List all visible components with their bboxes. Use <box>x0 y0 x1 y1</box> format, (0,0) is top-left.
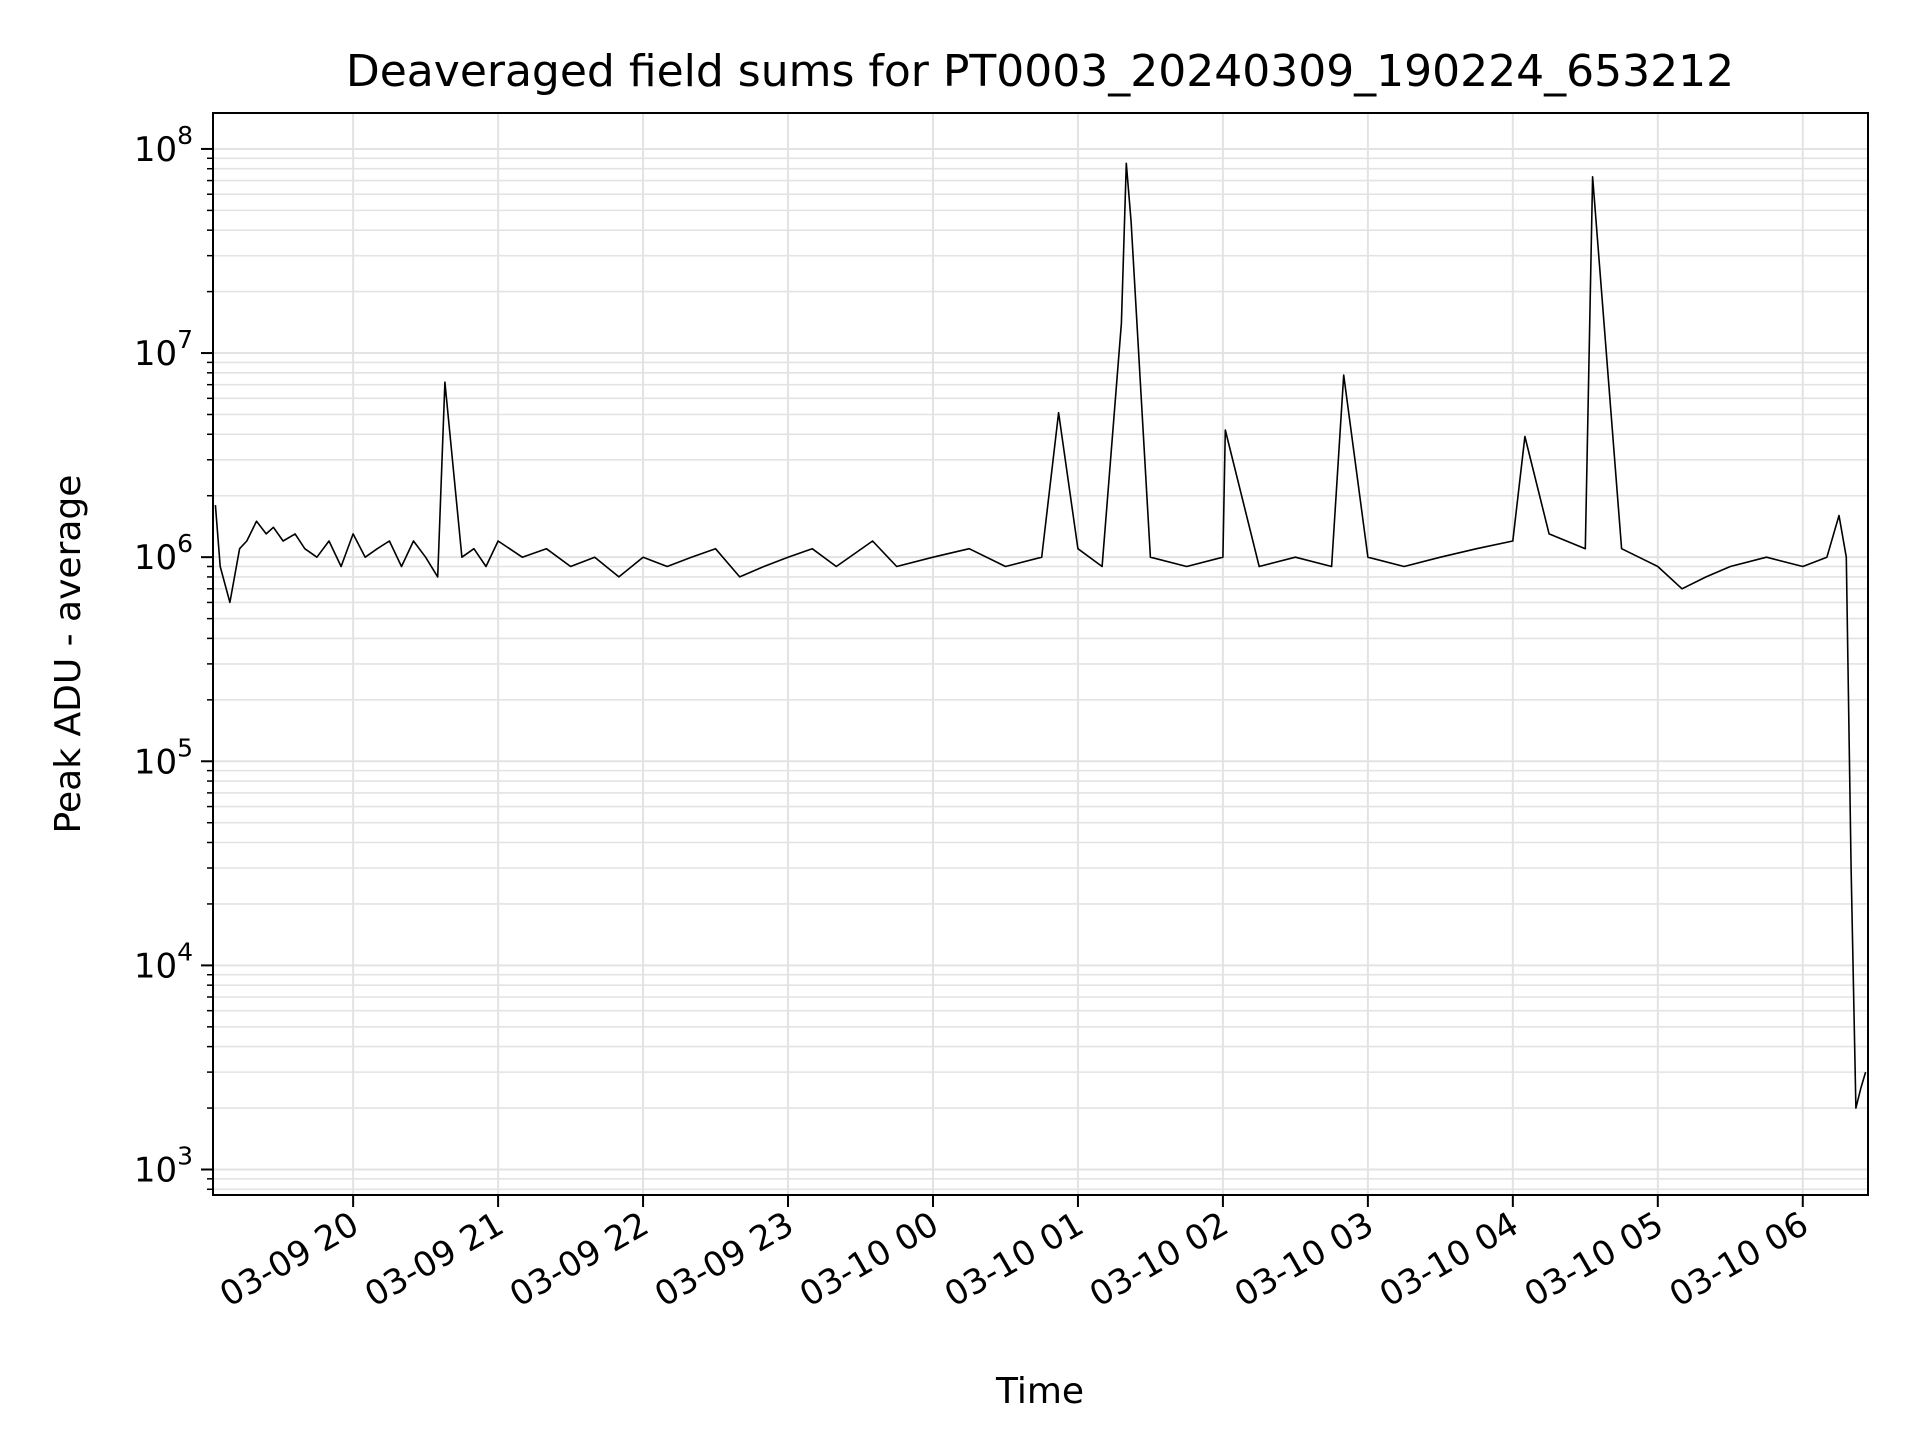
y-axis: 103 104 105 106 107 108 <box>134 121 213 1190</box>
chart-title: Deaveraged field sums for PT0003_2024030… <box>346 46 1734 97</box>
y-tick-label: 105 <box>134 733 193 782</box>
y-axis-label: Peak ADU - average <box>48 475 89 834</box>
y-tick-label: 104 <box>134 937 193 986</box>
plot-frame <box>212 112 1869 1196</box>
y-tick-label: 108 <box>134 121 193 170</box>
grid-layer <box>213 113 1868 1195</box>
y-tick-label: 107 <box>134 325 193 374</box>
x-axis-label: Time <box>995 1371 1084 1412</box>
y-tick-label: 103 <box>134 1141 193 1190</box>
series-layer <box>214 162 1867 1109</box>
plot-area <box>212 112 1869 1196</box>
series-line <box>214 162 1867 1109</box>
y-tick-label: 106 <box>134 529 193 578</box>
